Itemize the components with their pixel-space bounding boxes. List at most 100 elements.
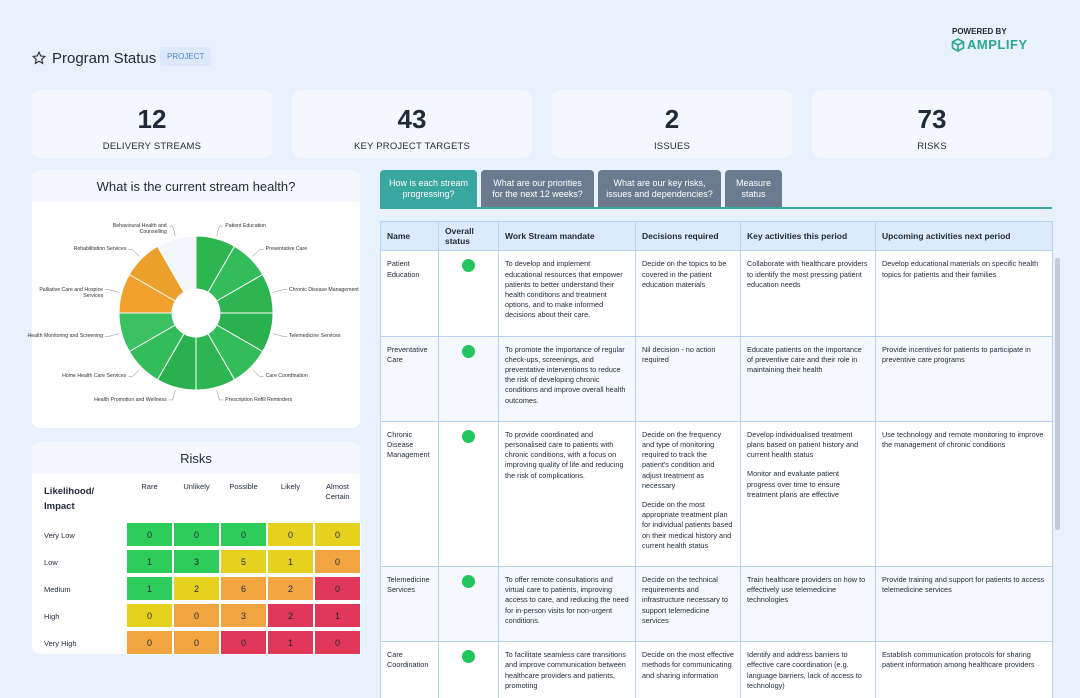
cell-text: Develop educational materials on specifi… bbox=[882, 259, 1039, 279]
cell-text: Use technology and remote monitoring to … bbox=[882, 429, 1044, 450]
page-title: Program Status bbox=[52, 50, 157, 67]
pie-label: Telemedicine Services bbox=[288, 333, 341, 340]
pie-label: Behavioural Health and Counselling bbox=[112, 222, 167, 236]
risk-cell: 1 bbox=[126, 576, 173, 601]
scrollbar[interactable] bbox=[1055, 258, 1060, 530]
pie-label: Health Promotion and Wellness bbox=[94, 396, 167, 403]
status-dot bbox=[462, 650, 475, 664]
risk-cell: 1 bbox=[267, 630, 314, 655]
leader-line bbox=[105, 333, 119, 337]
risk-cell: 1 bbox=[314, 603, 361, 628]
pie-label: Preventative Care bbox=[265, 246, 308, 253]
kpi-card: 43 KEY PROJECT TARGETS bbox=[292, 90, 532, 158]
brand: AMPLIFY bbox=[967, 37, 1028, 52]
risk-cell: 6 bbox=[220, 576, 267, 601]
cell-text: To promote the importance of regular che… bbox=[505, 344, 626, 405]
cell-text: Decide on the technical requirements and… bbox=[642, 575, 728, 625]
pie-label: Rehabilitation Services bbox=[73, 246, 127, 253]
cell-text: Provide training and support for patient… bbox=[882, 575, 1045, 595]
risk-cell: 2 bbox=[173, 576, 220, 601]
column-label: Possible bbox=[229, 482, 258, 491]
star-icon[interactable] bbox=[32, 51, 46, 65]
table-cell: Nil decision - no action required bbox=[635, 335, 741, 422]
powered-by: POWERED BY bbox=[952, 27, 1007, 36]
risk-cell: 0 bbox=[126, 603, 173, 628]
tab[interactable]: What are our key risks, issues and depen… bbox=[598, 170, 721, 207]
table-cell: Decide on the most effective methods for… bbox=[635, 641, 741, 698]
status-dot bbox=[462, 575, 475, 589]
leader-line bbox=[105, 289, 119, 293]
table-cell: Develop educational materials on specifi… bbox=[875, 250, 1053, 337]
kpi-value: 43 bbox=[397, 104, 427, 134]
column-label: Unlikely bbox=[183, 482, 210, 491]
stream-name: Preventative Care bbox=[380, 335, 439, 422]
kpi-label: RISKS bbox=[917, 141, 947, 152]
kpi-value: 2 bbox=[664, 104, 680, 134]
row-label: Low bbox=[44, 558, 58, 567]
kpi-label: ISSUES bbox=[653, 141, 691, 152]
status-cell bbox=[438, 641, 499, 698]
table-cell: Collaborate with healthcare providers to… bbox=[740, 250, 876, 337]
status-dot bbox=[462, 344, 475, 358]
cell-text: To provide coordinated and personalised … bbox=[505, 429, 624, 480]
table-cell: Provide training and support for patient… bbox=[875, 566, 1053, 643]
risk-cell: 0 bbox=[220, 522, 267, 547]
risk-cell: 2 bbox=[267, 603, 314, 628]
tab[interactable]: Measure status bbox=[725, 170, 782, 207]
table-cell: To offer remote consultations and virtua… bbox=[498, 566, 636, 643]
leader-line bbox=[252, 249, 264, 257]
risk-cell: 0 bbox=[173, 522, 220, 547]
table-row: Chronic Disease Management To provide coo… bbox=[380, 420, 1053, 568]
status-dot bbox=[462, 259, 475, 273]
kpi-value: 12 bbox=[137, 104, 167, 134]
risk-cell: 3 bbox=[173, 549, 220, 574]
table-cell: Establish communication protocols for sh… bbox=[875, 641, 1053, 698]
leader-line bbox=[216, 225, 224, 236]
table-wrap: Name Overall status Work Stream mandate Dec… bbox=[380, 221, 1053, 698]
column-header: Key activities this period bbox=[740, 221, 876, 252]
column-header: Name bbox=[380, 221, 439, 252]
leader-line bbox=[273, 289, 287, 293]
risk-cell: 0 bbox=[314, 522, 361, 547]
leader-line bbox=[128, 369, 140, 377]
cell-text: Identify and address barriers to effecti… bbox=[747, 650, 862, 690]
table-row: Preventative Care To promote the importan… bbox=[380, 335, 1053, 422]
table-cell: To provide coordinated and personalised … bbox=[498, 420, 636, 568]
tab[interactable]: What are our priorities for the next 12 … bbox=[481, 170, 594, 207]
table-cell: Provide incentives for patients to parti… bbox=[875, 335, 1053, 422]
risk-cell: 2 bbox=[267, 576, 314, 601]
risk-cell: 3 bbox=[220, 603, 267, 628]
cell-text: Educate patients on the importance of pr… bbox=[747, 344, 862, 375]
status-cell bbox=[438, 566, 499, 643]
risk-cell: 0 bbox=[173, 603, 220, 628]
risk-cell: 0 bbox=[126, 630, 173, 655]
leader-line bbox=[168, 225, 176, 236]
table-cell: To facilitate seamless care transitions … bbox=[498, 641, 636, 698]
table-cell: Develop individualised treatment plans b… bbox=[740, 420, 876, 568]
pie-label: Health Monitoring and Screening bbox=[27, 333, 104, 340]
stream-name: Chronic Disease Management bbox=[380, 420, 439, 568]
pie-label: Home Health Care Services bbox=[62, 373, 127, 380]
pie-label: Palliative Care and Hospice Services bbox=[39, 286, 104, 299]
panel-title: What is the current stream health? bbox=[96, 179, 296, 194]
stream-name: Telemedicine Services bbox=[380, 566, 439, 643]
tab-underline bbox=[380, 207, 1052, 209]
tab[interactable]: How is each stream progressing? bbox=[380, 170, 477, 207]
panel-title: Risks bbox=[180, 451, 212, 466]
logo-icon bbox=[951, 38, 965, 52]
risk-cell: 0 bbox=[314, 630, 361, 655]
pie-label: Patient Education bbox=[225, 222, 266, 229]
risk-cell: 5 bbox=[220, 549, 267, 574]
corner-label: Likelihood/ Impact bbox=[44, 486, 95, 512]
table-cell: Educate patients on the importance of pr… bbox=[740, 335, 876, 422]
column-header: Decisions required bbox=[635, 221, 741, 252]
column-label: Rare bbox=[141, 482, 158, 491]
cell-text: Provide incentives for patients to parti… bbox=[882, 344, 1031, 364]
risk-cell: 1 bbox=[126, 549, 173, 574]
pie-label: Care Coordination bbox=[265, 373, 308, 380]
cell-text: To offer remote consultations and virtua… bbox=[505, 575, 629, 625]
leader-line bbox=[252, 369, 264, 377]
cell-text: Nil decision - no action required bbox=[642, 344, 716, 364]
table-cell: Decide on the frequency and type of moni… bbox=[635, 420, 741, 568]
